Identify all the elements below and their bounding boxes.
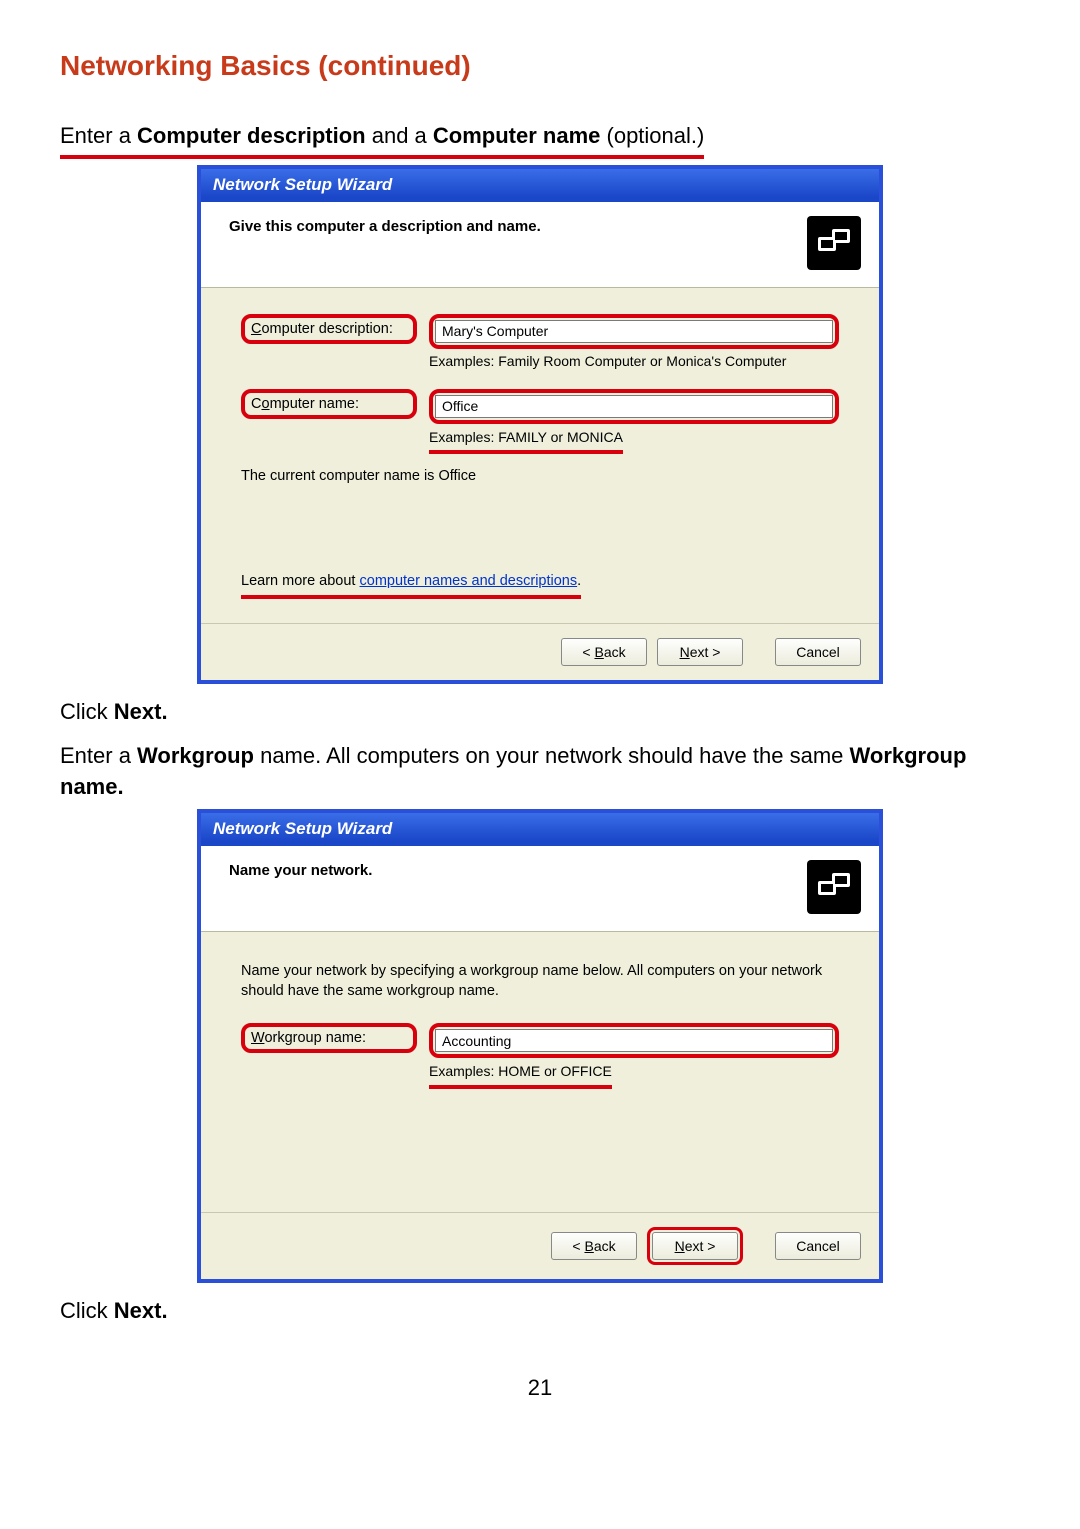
page-number: 21	[60, 1375, 1020, 1401]
titlebar: Network Setup Wizard	[201, 813, 879, 846]
computer-name-label: Computer name:	[241, 389, 417, 419]
computer-name-example: Examples: FAMILY or MONICA	[429, 428, 623, 454]
page-title: Networking Basics (continued)	[60, 50, 1020, 82]
titlebar: Network Setup Wizard	[201, 169, 879, 202]
wizard-buttons: < Back Next > Cancel	[201, 623, 879, 680]
next-button[interactable]: Next >	[657, 638, 743, 666]
wizard-buttons: < Back Next > Cancel	[201, 1212, 879, 1279]
next-button[interactable]: Next >	[652, 1232, 738, 1260]
back-button[interactable]: < Back	[561, 638, 647, 666]
wizard-header: Give this computer a description and nam…	[201, 202, 879, 288]
workgroup-name-example: Examples: HOME or OFFICE	[429, 1062, 612, 1088]
click-next-1: Click Next.	[60, 696, 1020, 728]
learn-more-link[interactable]: computer names and descriptions	[360, 573, 578, 589]
computer-description-example: Examples: Family Room Computer or Monica…	[429, 353, 839, 369]
wizard-header-text: Name your network.	[229, 860, 372, 879]
cancel-button[interactable]: Cancel	[775, 638, 861, 666]
computers-icon	[807, 860, 861, 914]
network-setup-wizard-dialog-1: Network Setup Wizard Give this computer …	[197, 165, 883, 684]
workgroup-name-input[interactable]	[435, 1029, 833, 1052]
cancel-button[interactable]: Cancel	[775, 1232, 861, 1260]
computers-icon	[807, 216, 861, 270]
back-button[interactable]: < Back	[551, 1232, 637, 1260]
computer-name-highlight	[429, 389, 839, 424]
wizard-header-text: Give this computer a description and nam…	[229, 216, 541, 235]
instruction-2: Enter a Workgroup name. All computers on…	[60, 740, 1020, 804]
wizard-body: Name your network by specifying a workgr…	[201, 932, 879, 1212]
network-setup-wizard-dialog-2: Network Setup Wizard Name your network. …	[197, 809, 883, 1283]
workgroup-name-highlight	[429, 1023, 839, 1058]
learn-more-line: Learn more about computer names and desc…	[241, 572, 839, 599]
computer-name-input[interactable]	[435, 395, 833, 418]
current-computer-name: The current computer name is Office	[241, 468, 839, 484]
computer-description-highlight	[429, 314, 839, 349]
workgroup-name-label: Workgroup name:	[241, 1023, 417, 1053]
click-next-2: Click Next.	[60, 1295, 1020, 1327]
instruction-1: Enter a Computer description and a Compu…	[60, 120, 1020, 159]
computer-description-row: Computer description: Examples: Family R…	[241, 314, 839, 387]
computer-name-row: Computer name: Examples: FAMILY or MONIC…	[241, 389, 839, 460]
wizard-header: Name your network.	[201, 846, 879, 932]
computer-description-input[interactable]	[435, 320, 833, 343]
wizard-body: Computer description: Examples: Family R…	[201, 288, 879, 623]
next-button-highlight: Next >	[647, 1227, 743, 1265]
workgroup-intro: Name your network by specifying a workgr…	[241, 962, 839, 1001]
computer-description-label: Computer description:	[241, 314, 417, 344]
workgroup-name-row: Workgroup name: Examples: HOME or OFFICE	[241, 1023, 839, 1092]
